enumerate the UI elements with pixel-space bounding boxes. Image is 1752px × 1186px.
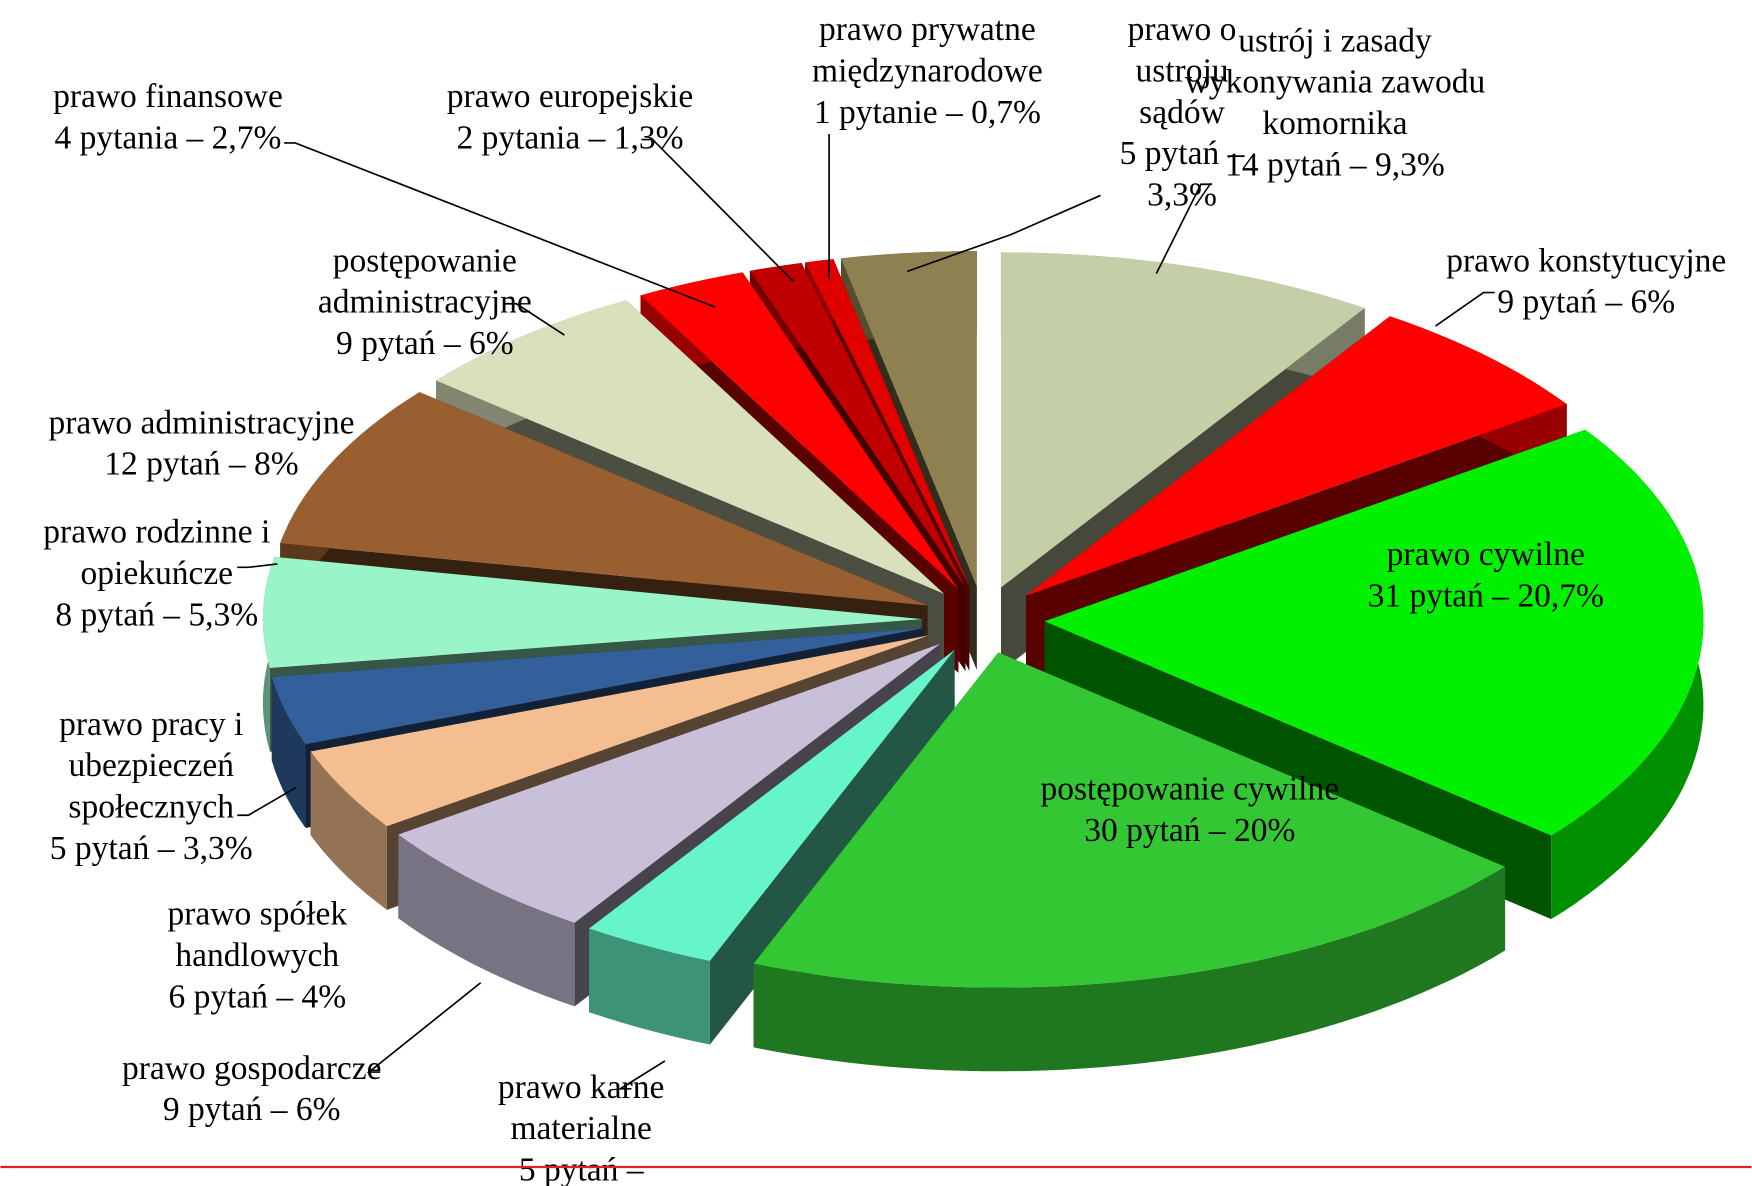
- slice-wall: [753, 866, 1506, 1072]
- slice-wall: [589, 928, 710, 1045]
- leader-line: [237, 786, 297, 817]
- slice: [280, 392, 928, 606]
- value-label: 31 pytań – 20,7%: [1368, 577, 1604, 614]
- slice-label: prawo karne materialne: [498, 1069, 665, 1147]
- slice-label: prawo finansowe: [53, 78, 283, 115]
- value-label: 5 pytań – 3,3%: [50, 830, 253, 867]
- value-label: 5 pytań –3,3%: [1120, 135, 1245, 213]
- slice: [435, 300, 945, 594]
- leader-line: [505, 302, 565, 336]
- slice-side: [271, 628, 924, 761]
- leader-line: [1155, 183, 1213, 274]
- leader-line: [617, 1060, 666, 1090]
- value-label: 9 pytań – 6%: [163, 1091, 341, 1128]
- value-label: 6 pytań – 4%: [168, 978, 346, 1015]
- value-label: 2 pytania – 1,3%: [456, 120, 683, 157]
- leader-lines: [237, 134, 1495, 1090]
- slice-label: prawo rodzinne i opiekuńcze: [43, 514, 270, 592]
- slice: [262, 556, 922, 668]
- slice-label: prawo o ustroju sądów: [1128, 11, 1237, 131]
- slice: [1000, 252, 1365, 588]
- value-label: 4 pytania – 2,7%: [54, 120, 281, 157]
- slice: [749, 262, 966, 588]
- slice: [805, 259, 970, 587]
- leader-line: [366, 982, 482, 1073]
- slice-label: postępowanie cywilne: [1040, 771, 1339, 808]
- value-label: 9 pytań – 6%: [1497, 284, 1675, 321]
- slice-label: prawo gospodarcze: [122, 1050, 382, 1087]
- value-label: 12 pytań – 8%: [104, 446, 298, 483]
- slice-label: prawo europejskie: [447, 78, 694, 115]
- slice-label: prawo konstytucyjne: [1446, 242, 1726, 279]
- slice-label: ustrój i zasady wykonywania zawodu komorni…: [1185, 22, 1486, 142]
- value-label: 5 pytań –3,3%: [519, 1151, 644, 1186]
- slice-label: prawo spółek handlowych: [168, 896, 348, 974]
- slice-label: prawo pracy i ubezpieczeń społecznych: [59, 706, 243, 826]
- slice: [271, 628, 924, 745]
- slice: [398, 643, 941, 923]
- leader-line: [284, 142, 716, 308]
- slice: [640, 272, 959, 589]
- value-label: 30 pytań – 20%: [1084, 812, 1295, 849]
- slice-label: prawo prywatne międzynarodowe: [812, 11, 1043, 89]
- slice: [1026, 316, 1567, 596]
- slice-wall: [310, 751, 387, 910]
- slice-label: prawo cywilne: [1387, 536, 1585, 573]
- value-label: 14 pytań – 9,3%: [1225, 146, 1445, 183]
- leader-line: [1435, 291, 1495, 327]
- value-label: 1 pytanie – 0,7%: [814, 94, 1041, 131]
- slice-label: prawo administracyjne: [48, 404, 354, 441]
- value-label: 9 pytań – 6%: [336, 325, 514, 362]
- slice: [1044, 429, 1704, 836]
- slice-wall: [398, 834, 575, 1007]
- value-label: 8 pytań – 5,3%: [55, 596, 258, 633]
- slice: [753, 652, 1506, 988]
- slice: [589, 649, 955, 961]
- slice: [310, 635, 929, 827]
- labels: ustrój i zasady wykonywania zawodu komorni…: [43, 11, 1726, 1186]
- leader-line: [906, 194, 1101, 273]
- slice-wall: [271, 676, 306, 828]
- pie: [262, 251, 1704, 1072]
- slice-label: postępowanie administracyjne: [318, 242, 532, 320]
- leader-line: [641, 138, 794, 283]
- leader-line: [237, 563, 278, 569]
- slice: [841, 251, 977, 587]
